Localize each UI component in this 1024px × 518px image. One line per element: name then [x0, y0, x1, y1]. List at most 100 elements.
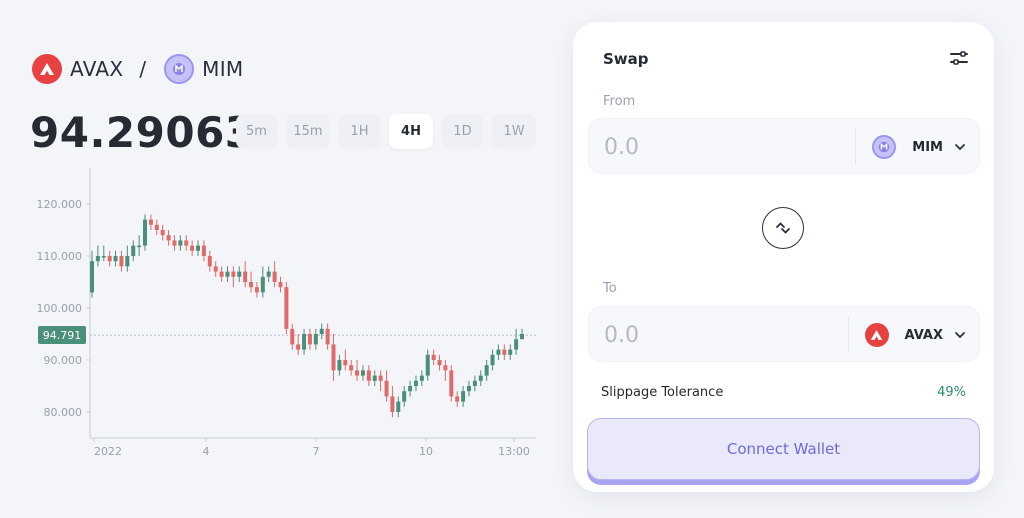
candle-body — [237, 271, 242, 277]
candle-body — [307, 334, 312, 345]
swap-direction-icon — [776, 222, 790, 234]
candle-body — [260, 276, 265, 293]
candle-body — [284, 287, 289, 329]
candle-body — [272, 271, 277, 282]
from-token-select[interactable]: MIM — [855, 129, 967, 165]
candle-body — [408, 386, 413, 392]
timeframe-1w-button[interactable]: 1W — [492, 114, 536, 149]
avax-token-icon — [864, 323, 889, 347]
candle-body — [520, 334, 524, 340]
candle-body — [101, 256, 106, 258]
connect-wallet-button[interactable]: Connect Wallet — [587, 418, 980, 480]
candle-body — [384, 380, 389, 397]
candle-body — [137, 245, 142, 248]
candle-body — [148, 219, 153, 225]
slippage-label: Slippage Tolerance — [601, 385, 724, 400]
candle-body — [508, 349, 513, 355]
candle-body — [213, 266, 218, 272]
slippage-value[interactable]: 49% — [937, 385, 966, 400]
x-tick-label: 7 — [313, 445, 320, 458]
settings-button[interactable] — [950, 50, 968, 66]
candle-body — [484, 365, 489, 376]
to-label: To — [603, 281, 617, 296]
candle-body — [190, 245, 195, 251]
timeframe-5m-button[interactable]: 5m — [236, 114, 277, 149]
candle-body — [396, 401, 401, 412]
candle-body — [296, 344, 301, 350]
candle-body — [319, 328, 324, 334]
candle-body — [490, 354, 495, 366]
from-label: From — [603, 94, 636, 109]
candle-body — [201, 245, 206, 256]
base-token-label: AVAX — [70, 57, 124, 81]
candle-body — [443, 365, 448, 371]
timeframe-selector: 5m 15m 1H 4H 1D 1W — [236, 114, 536, 149]
pair-header: AVAX / MIM — [32, 52, 243, 86]
candle-body — [207, 256, 212, 267]
candle-body — [331, 344, 336, 371]
candle-body — [343, 360, 348, 366]
from-token-name: MIM — [912, 139, 943, 155]
chevron-down-icon — [955, 332, 965, 339]
candle-body — [455, 396, 460, 402]
candle-body — [113, 256, 118, 262]
mim-token-icon — [164, 54, 195, 84]
candle-body — [472, 380, 477, 386]
candle-body — [466, 386, 471, 392]
avax-token-icon — [32, 54, 62, 84]
from-amount-box: MIM — [588, 118, 980, 174]
timeframe-1h-button[interactable]: 1H — [339, 114, 380, 149]
candle-body — [478, 375, 483, 381]
to-amount-box: AVAX — [588, 306, 980, 362]
candle-body — [337, 360, 342, 371]
candle-body — [184, 240, 189, 246]
pair-separator: / — [139, 57, 147, 81]
candle-body — [302, 334, 307, 350]
price-chart[interactable]: 120.000 110.000 100.000 90.000 80.000 2022 4 7… — [24, 158, 544, 468]
candle-body — [219, 271, 224, 277]
candle-body — [125, 256, 130, 267]
candle-body — [431, 354, 436, 360]
candle-body — [254, 287, 259, 293]
candle-body — [154, 224, 159, 230]
candle-body — [355, 370, 360, 376]
candle-body — [231, 271, 236, 277]
candle-body — [278, 282, 283, 288]
candle-body — [402, 391, 407, 402]
timeframe-1d-button[interactable]: 1D — [442, 114, 483, 149]
candle-body — [413, 380, 418, 386]
candle-body — [425, 354, 430, 376]
swap-card: Swap From MIM To AVA — [573, 22, 994, 492]
candle-body — [266, 271, 271, 277]
mim-token-icon — [872, 135, 897, 159]
current-price: 94.29063 — [30, 108, 255, 157]
candle-body — [372, 375, 377, 381]
candle-body — [160, 230, 165, 236]
timeframe-4h-button[interactable]: 4H — [389, 114, 433, 149]
y-tick-label: 100.000 — [37, 302, 83, 315]
candle-body — [419, 375, 424, 381]
from-amount-input[interactable] — [604, 131, 824, 163]
x-tick-label: 2022 — [94, 445, 122, 458]
to-token-name: AVAX — [904, 327, 943, 343]
x-tick-label: 10 — [419, 445, 433, 458]
candle-body — [95, 256, 100, 262]
candlestick-chart[interactable]: 120.000 110.000 100.000 90.000 80.000 2022 4 7… — [24, 158, 544, 468]
current-price-tag: 94.791 — [38, 326, 86, 345]
y-tick-label: 110.000 — [37, 250, 83, 263]
candle-body — [90, 261, 94, 293]
candle-body — [360, 370, 365, 376]
candle-body — [378, 375, 383, 381]
candle-body — [496, 349, 501, 355]
y-tick-label: 120.000 — [37, 198, 83, 211]
candle-body — [119, 256, 124, 267]
timeframe-15m-button[interactable]: 15m — [286, 114, 330, 149]
chevron-down-icon — [955, 144, 965, 151]
y-tick-label: 90.000 — [44, 354, 83, 367]
candle-body — [290, 328, 295, 345]
candle-body — [461, 391, 466, 402]
flip-tokens-button[interactable] — [762, 207, 804, 249]
to-token-select[interactable]: AVAX — [847, 317, 967, 353]
to-amount-input[interactable] — [604, 319, 824, 351]
candle-body — [243, 271, 248, 282]
